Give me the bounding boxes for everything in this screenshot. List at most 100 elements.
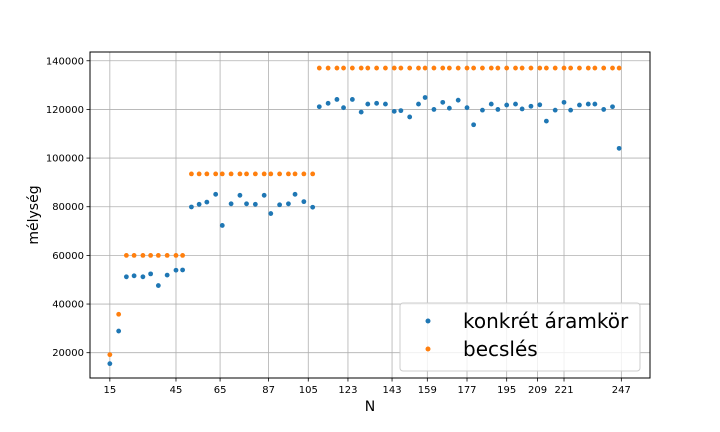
x-tick-label: 221 [554, 385, 573, 396]
series-konkret-aramkor [107, 95, 622, 367]
legend: konkrét áramkör becslés [399, 302, 641, 372]
data-point [116, 328, 122, 334]
data-point [107, 352, 113, 358]
legend-marker-becsles [425, 346, 431, 352]
data-point [528, 103, 534, 109]
data-point [140, 274, 146, 280]
series-becsles [107, 65, 622, 358]
y-tick-label: 140000 [46, 56, 84, 67]
data-point [131, 273, 137, 279]
data-point [349, 65, 355, 71]
data-point [140, 252, 146, 258]
data-point [358, 65, 364, 71]
x-tick-label: 159 [418, 385, 437, 396]
data-point [585, 65, 591, 71]
x-tick-label: 209 [528, 385, 547, 396]
x-tick-label: 105 [299, 385, 318, 396]
data-point [277, 202, 283, 208]
data-point [204, 171, 210, 177]
legend-marker-konkret-aramkor [425, 318, 431, 324]
y-axis-label: mélység [26, 185, 42, 244]
data-point [244, 171, 249, 177]
data-point [349, 97, 355, 102]
data-point [334, 65, 340, 71]
data-point [440, 99, 446, 105]
data-point [480, 65, 485, 71]
data-point [237, 192, 243, 198]
y-tick-label: 60000 [52, 251, 84, 262]
data-point [173, 267, 179, 273]
data-point [325, 65, 331, 71]
data-point [155, 252, 161, 258]
y-tick-label: 40000 [52, 300, 84, 311]
data-point [277, 171, 283, 177]
data-point [601, 107, 607, 112]
data-point [422, 65, 428, 71]
x-tick-label: 87 [262, 385, 275, 396]
data-point [446, 105, 452, 111]
data-point [601, 65, 607, 71]
data-point [537, 65, 543, 71]
data-point [440, 65, 446, 71]
data-points [107, 65, 622, 367]
data-point [213, 171, 219, 177]
data-point [610, 65, 615, 71]
data-point [310, 204, 316, 210]
data-point [219, 171, 225, 177]
data-point [365, 101, 371, 107]
data-point [455, 97, 461, 103]
data-point [374, 100, 380, 106]
data-point [616, 65, 622, 71]
data-point [261, 171, 267, 177]
data-point [365, 65, 371, 71]
x-axis-label: N [365, 399, 375, 415]
data-point [577, 65, 582, 71]
data-point [173, 252, 179, 258]
data-point [480, 107, 485, 113]
data-point [292, 171, 298, 177]
data-point [464, 105, 470, 111]
x-tick-label: 45 [170, 385, 183, 396]
legend-label-konkret-aramkor: konkrét áramkör [463, 309, 629, 333]
data-point [495, 65, 501, 71]
data-point [504, 102, 510, 108]
data-point [123, 252, 129, 258]
data-point [455, 65, 461, 71]
data-point [610, 104, 615, 110]
data-point [334, 97, 340, 102]
data-point [196, 201, 202, 207]
data-point [422, 95, 428, 100]
data-point [561, 65, 567, 71]
data-point [228, 201, 234, 207]
data-point [286, 201, 291, 207]
data-point [552, 65, 558, 71]
y-tick-label: 100000 [46, 154, 84, 165]
data-point [398, 108, 404, 114]
data-point [519, 65, 525, 71]
data-point [155, 283, 161, 288]
data-point [196, 171, 202, 177]
data-point [268, 211, 274, 216]
data-point [585, 101, 591, 107]
y-tick-label: 120000 [46, 105, 84, 116]
data-point [237, 171, 243, 177]
data-point [148, 271, 154, 277]
data-point [568, 65, 574, 71]
data-point [316, 65, 322, 71]
x-tick-label: 195 [497, 385, 516, 396]
data-point [513, 101, 518, 107]
data-point [148, 252, 154, 258]
data-point [464, 65, 470, 71]
data-point [431, 107, 437, 112]
data-point [552, 107, 558, 113]
plot-frame [89, 51, 651, 379]
data-point [252, 171, 258, 177]
legend-label-becsles: becslés [463, 337, 538, 361]
data-point [213, 191, 219, 197]
data-point [504, 65, 510, 71]
data-point [407, 65, 413, 71]
y-tick-label: 20000 [52, 348, 84, 359]
data-point [341, 65, 346, 71]
data-point [228, 171, 234, 177]
